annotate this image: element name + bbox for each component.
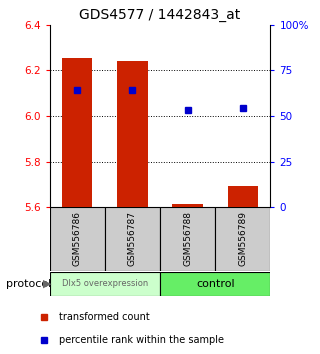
Text: GSM556789: GSM556789 [238,211,247,267]
Bar [50,272,160,296]
Bar [50,207,105,271]
Bar [117,61,148,207]
Text: transformed count: transformed count [59,312,150,322]
Text: ▶: ▶ [43,279,52,289]
Text: protocol: protocol [6,279,52,289]
Bar [172,204,203,207]
Text: GSM556788: GSM556788 [183,211,192,267]
Text: Dlx5 overexpression: Dlx5 overexpression [62,279,148,288]
Text: control: control [196,279,235,289]
Bar [228,186,258,207]
Bar [62,58,92,207]
Title: GDS4577 / 1442843_at: GDS4577 / 1442843_at [79,8,241,22]
Bar [160,207,215,271]
Bar [215,207,270,271]
Bar [160,272,270,296]
Text: percentile rank within the sample: percentile rank within the sample [59,335,224,346]
Bar [105,207,160,271]
Text: GSM556787: GSM556787 [128,211,137,267]
Text: GSM556786: GSM556786 [73,211,82,267]
